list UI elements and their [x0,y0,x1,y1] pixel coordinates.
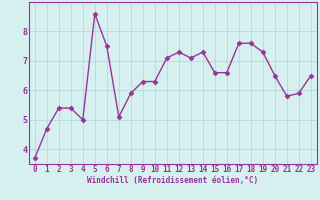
X-axis label: Windchill (Refroidissement éolien,°C): Windchill (Refroidissement éolien,°C) [87,176,258,185]
